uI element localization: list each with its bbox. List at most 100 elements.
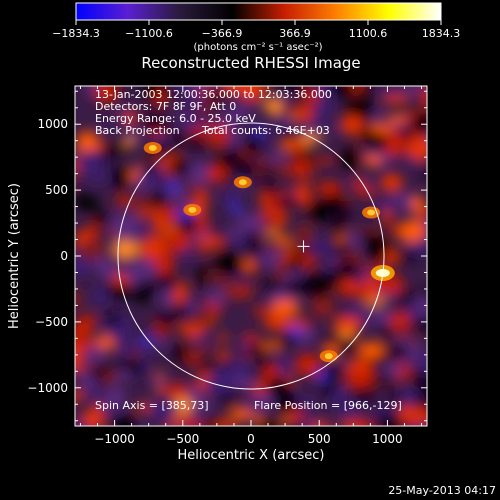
emission-blob — [75, 347, 76, 360]
chart-title: Reconstructed RHESSI Image — [141, 54, 360, 72]
emission-blob — [342, 279, 355, 288]
emission-blob — [98, 122, 113, 131]
emission-blob — [348, 232, 361, 250]
emission-blob — [154, 251, 175, 276]
emission-blob — [332, 215, 346, 239]
x-tick-label: 500 — [308, 432, 331, 446]
x-axis-title: Heliocentric X (arcsec) — [178, 448, 325, 463]
emission-blob — [182, 344, 212, 355]
x-axis-ticks — [79, 86, 423, 426]
emission-blob — [199, 400, 215, 412]
y-tick-label: 0 — [60, 249, 68, 263]
emission-blob — [176, 356, 191, 365]
emission-blob — [86, 86, 97, 98]
emission-blob — [315, 101, 326, 112]
emission-blob — [299, 133, 322, 144]
emission-blob — [357, 86, 377, 95]
emission-blob — [165, 230, 192, 252]
colorbar-tick-label: 1100.6 — [349, 27, 388, 40]
emission-blob — [63, 397, 74, 406]
emission-blob — [188, 133, 206, 150]
negative-spot — [167, 180, 179, 191]
emission-blob — [57, 290, 74, 313]
emission-blob — [277, 353, 291, 378]
emission-blob — [290, 147, 303, 156]
emission-blob — [211, 126, 227, 137]
negative-spot — [315, 371, 328, 382]
emission-blob — [143, 114, 167, 130]
emission-blob — [304, 285, 318, 296]
emission-blob — [384, 344, 411, 359]
emission-blob — [295, 109, 313, 123]
emission-blob — [260, 182, 280, 195]
emission-blob — [220, 86, 240, 94]
x-tick-label: −500 — [166, 432, 199, 446]
emission-blob — [237, 107, 252, 117]
emission-blob — [280, 253, 294, 262]
emission-blob — [299, 174, 317, 184]
y-tick-label: −1000 — [27, 381, 68, 395]
emission-blob — [258, 341, 284, 351]
colorbar-tick-label: −366.9 — [202, 27, 243, 40]
y-axis-title: Heliocentric Y (arcsec) — [7, 183, 22, 329]
emission-blob — [332, 316, 363, 331]
emission-blob — [413, 352, 427, 374]
emission-blob — [207, 289, 226, 306]
emission-blob — [409, 371, 427, 382]
colorbar-units: (photons cm⁻² s⁻¹ asec⁻²) — [193, 42, 322, 53]
emission-blob — [209, 72, 226, 86]
emission-blob — [358, 341, 385, 359]
emission-blob — [353, 385, 375, 402]
bright-source-core — [238, 179, 247, 186]
emission-blob — [105, 283, 136, 299]
emission-blob — [387, 114, 407, 124]
emission-blob — [103, 369, 117, 384]
date-stamp: 25-May-2013 04:17 — [388, 484, 496, 497]
negative-spot — [288, 325, 301, 336]
emission-blob — [133, 279, 152, 305]
emission-blob — [177, 322, 207, 335]
emission-blob — [91, 285, 110, 306]
negative-spot — [229, 204, 242, 214]
emission-blob — [221, 280, 245, 295]
emission-blob — [94, 86, 118, 104]
emission-blob — [399, 86, 425, 94]
emission-blob — [122, 111, 138, 125]
emission-blob — [143, 157, 155, 175]
negative-spot — [139, 335, 152, 346]
emission-blob — [411, 194, 424, 215]
emission-blob — [115, 195, 135, 207]
emission-blob — [126, 262, 142, 287]
emission-blob — [75, 421, 89, 426]
emission-blob — [419, 86, 427, 110]
colorbar-tick-labels: −1834.3 −1100.6 −366.9 366.9 1100.6 1834.3 — [52, 27, 460, 40]
emission-blob — [186, 161, 215, 185]
spin-axis-marker — [297, 240, 310, 253]
emission-blob — [174, 300, 187, 323]
emission-blob — [206, 415, 225, 426]
emission-blob — [209, 368, 237, 392]
emission-blob — [380, 173, 404, 192]
solar-disk-limb — [117, 122, 385, 390]
total-counts-label: Total counts: 6.46E+03 — [201, 124, 330, 137]
emission-blob — [380, 209, 394, 219]
emission-blob — [110, 167, 134, 189]
emission-blob — [379, 332, 390, 342]
emission-blob — [366, 235, 389, 260]
emission-blob — [75, 357, 83, 374]
emission-blob — [379, 323, 390, 334]
emission-blob — [345, 97, 375, 122]
emission-blob — [219, 190, 242, 204]
bright-source-core — [367, 209, 376, 216]
x-tick-label: −1000 — [94, 432, 135, 446]
negative-spot — [252, 126, 265, 137]
emission-blob — [342, 402, 362, 418]
emission-blob — [149, 377, 169, 387]
x-tick-label: 1000 — [372, 432, 403, 446]
emission-blob — [188, 409, 203, 422]
emission-blob — [285, 424, 301, 426]
y-axis-ticks — [75, 90, 427, 422]
emission-blob — [322, 383, 335, 396]
bright-source-core — [324, 353, 333, 360]
y-tick-label: 500 — [45, 183, 68, 197]
